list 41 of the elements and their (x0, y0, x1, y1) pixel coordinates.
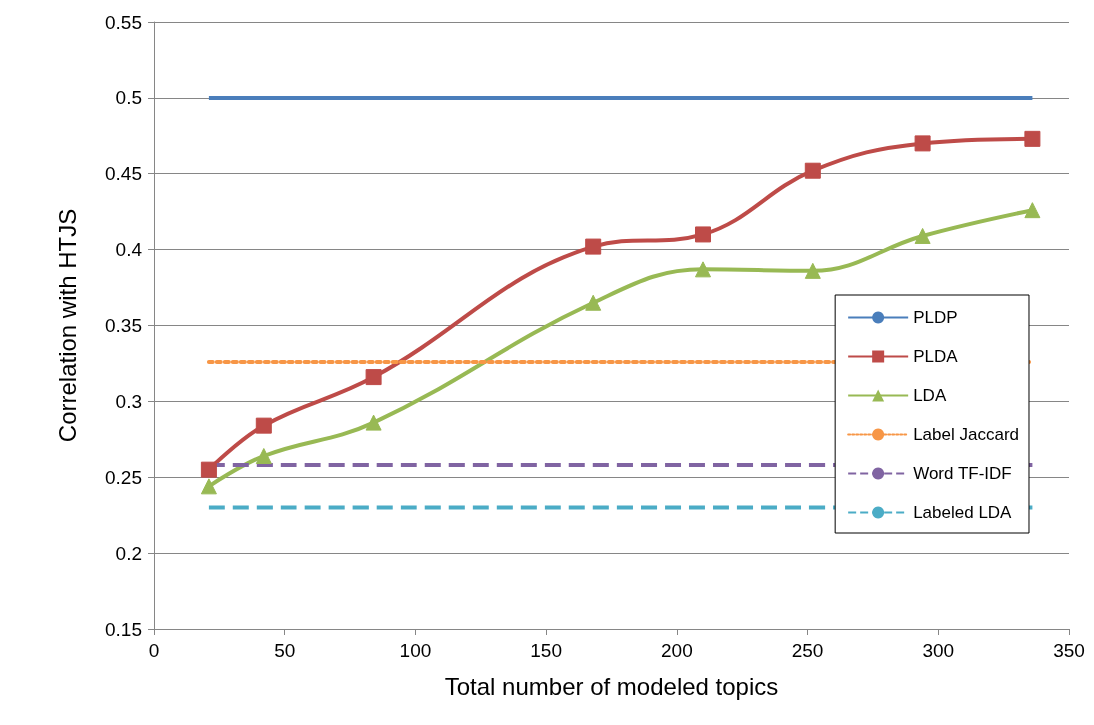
point (200, 478, 217, 495)
x-tick-label: 350 (1053, 640, 1085, 661)
point (695, 226, 711, 243)
legend-label: Labeled LDA (913, 503, 1013, 522)
legend-label: Word TF-IDF (913, 464, 1012, 483)
y-tick-label: 0.25 (105, 466, 142, 488)
y-tick-label: 0.55 (105, 11, 142, 33)
legend-label: PLDA (913, 347, 959, 366)
legend-label: Label Jaccard (913, 425, 1019, 444)
legend-label: PLDP (913, 308, 958, 327)
y-axis-title: Correlation with HTJS (53, 208, 81, 443)
point (1024, 130, 1041, 147)
x-tick-label: 250 (791, 640, 824, 661)
point (804, 162, 821, 179)
point (1024, 202, 1041, 219)
point (255, 417, 272, 434)
y-tick-label: 0.3 (115, 390, 142, 412)
point (695, 261, 711, 278)
point (365, 369, 382, 386)
x-tick-label: 0 (148, 640, 160, 661)
point (914, 227, 931, 244)
y-tick-label: 0.4 (115, 239, 143, 261)
point (914, 135, 931, 152)
x-tick-label: 200 (661, 640, 693, 661)
y-tick-label: 0.15 (105, 618, 142, 640)
point (200, 461, 217, 478)
point (585, 294, 602, 311)
x-tick-label: 300 (922, 640, 955, 661)
y-tick-label: 0.2 (115, 542, 142, 564)
point (255, 448, 272, 465)
point (585, 238, 602, 255)
y-tick-label: 0.45 (105, 163, 142, 185)
x-tick-label: 50 (274, 640, 296, 661)
point (365, 414, 382, 431)
legend-label: LDA (913, 386, 947, 405)
point (804, 262, 821, 279)
y-tick-label: 0.5 (115, 87, 142, 109)
y-tick-label: 0.35 (105, 315, 142, 336)
x-tick-label: 150 (530, 640, 562, 661)
x-axis-title: Total number of modeled topics (444, 672, 779, 700)
x-tick-label: 100 (399, 640, 432, 661)
